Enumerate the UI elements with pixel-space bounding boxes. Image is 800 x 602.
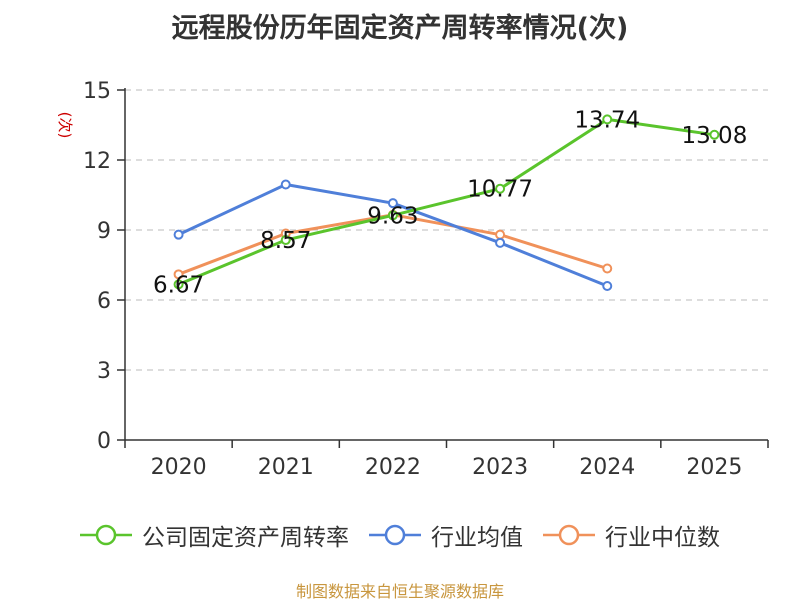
y-tick-label-3: 3 [97,359,111,384]
point-s2-2023 [495,229,506,240]
legend-marker-industry-mean [369,524,421,546]
legend-item-industry-mean[interactable]: 行业均值 [369,518,523,552]
point-s1-2024 [602,281,613,291]
point-s0-2020 [173,279,184,290]
data-label-2023: 10.77 [467,177,533,203]
point-s0-2023 [495,183,506,194]
x-tick-label-2024: 2024 [579,455,635,480]
legend: 公司固定资产周转率 行业均值 行业中位数 [0,518,800,552]
point-s0-2024 [602,114,613,125]
legend-label-company: 公司固定资产周转率 [142,525,349,551]
chart-title: 远程股份历年固定资产周转率情况(次) [171,13,629,44]
point-s0-2025 [709,129,720,140]
data-label-2020: 6.67 [153,272,204,298]
legend-item-industry-median[interactable]: 行业中位数 [543,518,720,552]
legend-marker-industry-median [543,524,595,546]
x-tick-label-2023: 2023 [472,455,528,480]
point-s2-2024 [602,263,613,274]
point-s0-2022 [387,210,398,221]
legend-label-industry-median: 行业中位数 [605,525,720,551]
data-label-2021: 8.57 [260,228,311,254]
point-s2-2020 [173,269,184,280]
point-s1-2023 [495,237,506,248]
legend-item-company[interactable]: 公司固定资产周转率 [80,518,349,552]
series-line-0 [178,117,715,286]
point-s1-2022 [387,198,398,209]
y-tick-label-15: 15 [83,79,111,104]
y-tick-label-6: 6 [97,289,111,314]
y-tick-label-9: 9 [97,219,111,244]
y-tick-label-0: 0 [97,429,111,454]
x-tick-label-2020: 2020 [151,455,207,480]
data-label-2024: 13.74 [574,107,640,133]
point-s1-2020 [173,229,184,240]
x-tick-label-2025: 2025 [686,455,742,480]
legend-label-industry-mean: 行业均值 [431,525,523,551]
y-axis-label: (次) [56,112,74,139]
x-tick-label-2021: 2021 [258,455,314,480]
source-note: 制图数据来自恒生聚源数据库 [295,582,504,601]
x-tick-label-2022: 2022 [365,455,421,480]
point-s0-2021 [280,235,291,246]
y-tick-label-12: 12 [83,149,111,174]
point-s1-2021 [280,179,291,190]
data-label-2022: 9.63 [367,203,418,229]
legend-marker-company [80,524,132,546]
data-label-2025: 13.08 [681,123,747,149]
